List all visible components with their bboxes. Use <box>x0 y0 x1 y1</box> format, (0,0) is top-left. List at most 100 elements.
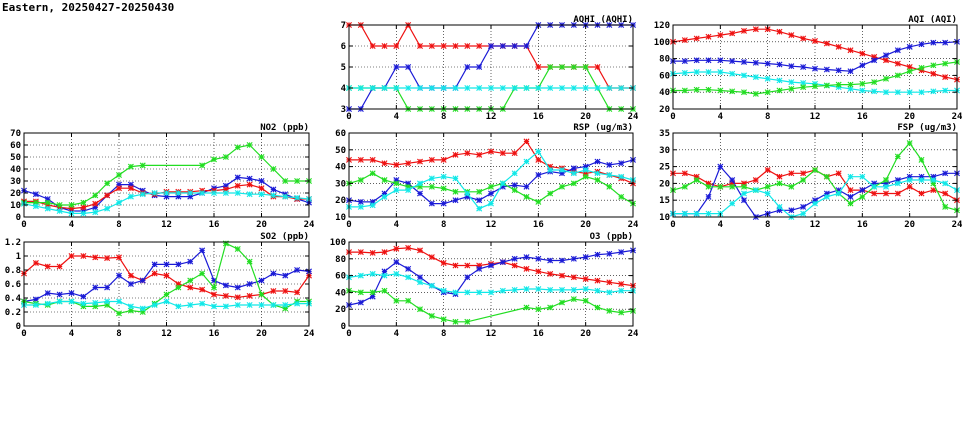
data-point-blue <box>859 62 866 69</box>
data-point-green <box>570 296 577 303</box>
data-point-red <box>104 192 111 199</box>
data-point-red <box>80 204 87 211</box>
x-tick-label: 16 <box>533 329 544 339</box>
data-point-green <box>369 170 376 177</box>
data-point-green <box>859 80 866 87</box>
data-point-blue <box>788 63 795 70</box>
data-point-cyan <box>606 289 613 296</box>
data-point-cyan <box>594 170 601 177</box>
data-point-blue <box>357 299 364 306</box>
data-point-green <box>883 75 889 82</box>
data-point-green <box>776 87 783 94</box>
data-point-green <box>717 87 724 94</box>
data-point-cyan <box>894 89 901 96</box>
data-point-red <box>393 161 400 168</box>
data-point-green <box>523 304 530 311</box>
data-point-cyan <box>211 190 217 196</box>
data-point-cyan <box>776 203 783 210</box>
data-point-cyan <box>547 85 554 91</box>
data-point-cyan <box>800 210 807 217</box>
data-point-cyan <box>381 85 388 91</box>
data-point-cyan <box>918 89 925 96</box>
data-point-green <box>847 81 854 88</box>
data-point-blue <box>559 257 565 264</box>
chart-title-fsp: FSP (ug/m3) <box>897 123 957 133</box>
data-point-cyan <box>127 303 134 310</box>
data-point-cyan <box>764 75 771 82</box>
x-tick-label: 24 <box>952 112 963 122</box>
x-tick-label: 12 <box>810 220 821 230</box>
data-point-cyan <box>452 85 459 91</box>
x-tick-label: 8 <box>116 220 121 230</box>
data-point-green <box>294 178 301 184</box>
chart-title-aqi: AQI (AQI) <box>908 15 957 25</box>
data-point-cyan <box>883 183 889 190</box>
data-point-blue <box>476 197 483 204</box>
data-point-red <box>417 247 423 254</box>
data-point-green <box>693 86 700 93</box>
data-point-cyan <box>741 72 747 79</box>
data-point-blue <box>499 43 506 49</box>
data-point-green <box>705 183 712 190</box>
data-point-blue <box>618 160 625 167</box>
data-point-red <box>393 43 400 49</box>
data-point-cyan <box>705 69 712 76</box>
x-tick-label: 4 <box>69 220 75 230</box>
series-line-red <box>673 169 958 201</box>
data-point-green <box>511 187 518 194</box>
data-point-red <box>452 151 459 158</box>
page-title: Eastern, 20250427-20250430 <box>2 1 175 14</box>
data-point-green <box>618 193 625 200</box>
data-point-blue <box>452 197 459 204</box>
data-point-cyan <box>511 170 518 177</box>
data-point-cyan <box>618 85 625 91</box>
data-point-green <box>606 183 613 190</box>
data-point-blue <box>883 52 889 59</box>
data-point-cyan <box>294 300 301 307</box>
y-tick-label: 20 <box>659 105 670 115</box>
data-point-blue <box>776 61 783 68</box>
data-point-blue <box>918 41 925 48</box>
data-point-blue <box>800 203 807 210</box>
y-tick-label: 35 <box>659 129 670 139</box>
data-point-green <box>764 183 771 190</box>
data-point-green <box>606 307 613 314</box>
data-point-cyan <box>32 203 39 210</box>
data-point-cyan <box>246 191 253 198</box>
data-point-cyan <box>381 193 388 200</box>
data-point-red <box>104 255 111 262</box>
x-tick-label: 16 <box>857 220 868 230</box>
data-point-green <box>282 178 289 184</box>
data-point-red <box>800 170 807 177</box>
x-tick-label: 8 <box>765 220 770 230</box>
data-point-cyan <box>942 87 949 94</box>
x-tick-label: 0 <box>346 329 351 339</box>
data-point-blue <box>258 277 265 284</box>
data-point-cyan <box>693 210 700 217</box>
data-point-red <box>570 274 577 281</box>
x-tick-label: 24 <box>628 329 639 339</box>
data-point-green <box>859 193 866 200</box>
data-point-blue <box>717 57 724 64</box>
y-tick-label: 10 <box>659 213 670 223</box>
x-tick-label: 24 <box>304 220 315 230</box>
data-point-red <box>582 275 589 282</box>
data-point-red <box>116 185 122 192</box>
data-point-blue <box>752 59 759 66</box>
x-tick-label: 24 <box>628 220 639 230</box>
data-point-blue <box>523 254 530 261</box>
x-tick-label: 16 <box>209 220 220 230</box>
data-point-cyan <box>175 303 182 310</box>
data-point-cyan <box>499 85 506 91</box>
data-point-red <box>476 151 483 158</box>
data-point-red <box>464 43 471 49</box>
data-point-cyan <box>705 210 712 217</box>
data-point-red <box>151 270 158 277</box>
data-point-blue <box>488 43 494 49</box>
data-point-red <box>428 43 435 49</box>
data-point-cyan <box>428 175 435 182</box>
data-point-green <box>381 177 388 184</box>
data-point-cyan <box>511 85 518 91</box>
data-point-green <box>729 88 736 95</box>
data-point-cyan <box>369 270 376 277</box>
